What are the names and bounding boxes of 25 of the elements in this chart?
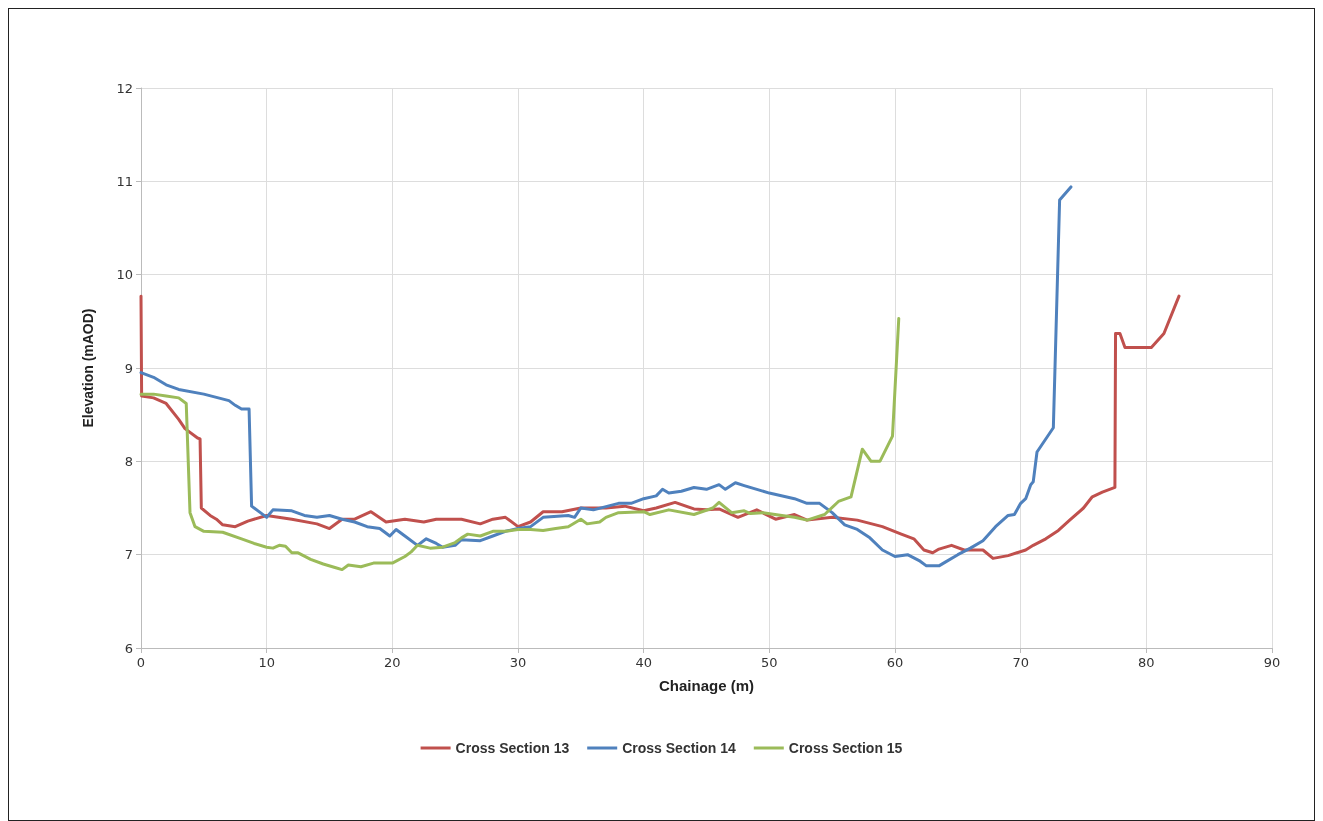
y-tick-label: 6 bbox=[124, 640, 133, 656]
y-tick-label: 9 bbox=[124, 360, 133, 376]
y-tick-label: 11 bbox=[116, 173, 133, 189]
y-tick-label: 10 bbox=[116, 267, 133, 283]
y-tick-label: 12 bbox=[116, 80, 133, 96]
legend-label: Cross Section 13 bbox=[455, 740, 570, 756]
line-series bbox=[139, 185, 1073, 568]
x-tick-label: 20 bbox=[384, 655, 401, 670]
x-tick-label: 10 bbox=[258, 655, 275, 670]
legend-label: Cross Section 14 bbox=[622, 740, 737, 756]
y-axis-title: Elevation (mAOD) bbox=[80, 308, 96, 428]
x-tick-label: 80 bbox=[1138, 655, 1155, 670]
x-tick-label: 90 bbox=[1263, 655, 1281, 670]
legend-label: Cross Section 15 bbox=[788, 740, 903, 756]
x-tick-label: 40 bbox=[635, 655, 652, 670]
x-tick-label: 60 bbox=[886, 655, 904, 670]
x-tick-label: 0 bbox=[136, 655, 146, 670]
y-tick-label: 7 bbox=[124, 547, 133, 563]
line-series bbox=[139, 317, 901, 572]
x-axis-title: Chainage (m) bbox=[658, 677, 755, 694]
line-series bbox=[139, 294, 1181, 560]
x-tick-label: 30 bbox=[509, 655, 527, 670]
x-tick-label: 50 bbox=[761, 655, 778, 670]
x-tick-label: 70 bbox=[1012, 655, 1029, 670]
y-tick-label: 8 bbox=[124, 453, 133, 469]
